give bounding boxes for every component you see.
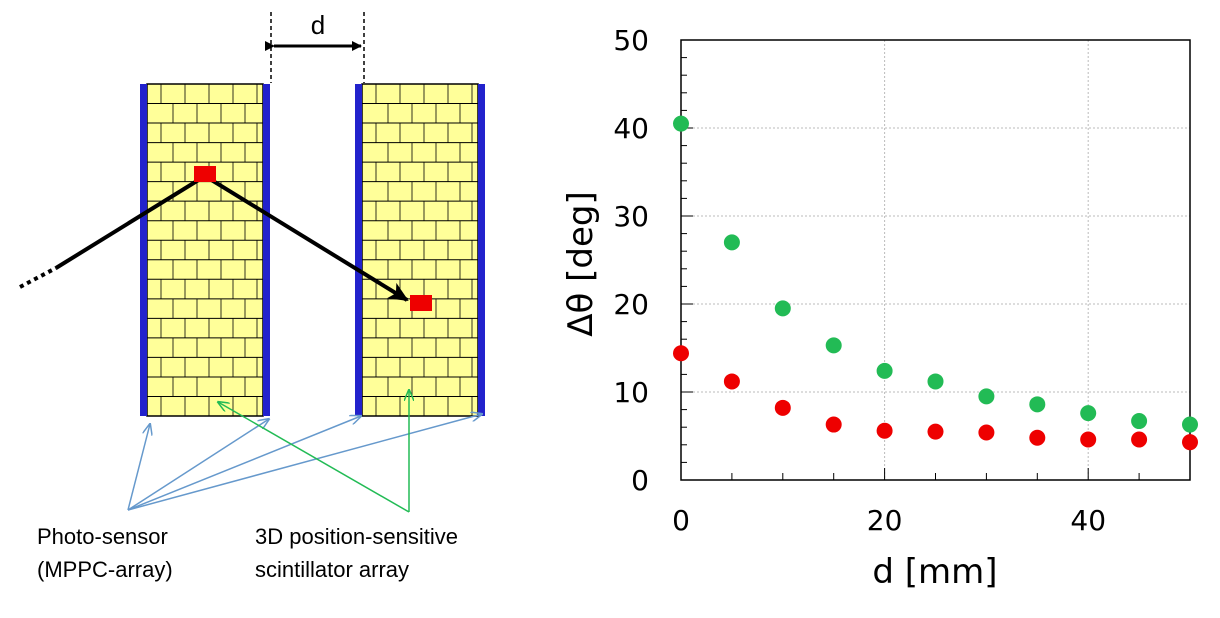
data-point-series-2 [876, 422, 893, 439]
chart: 0 20 40 0 10 20 30 40 50 d [mm] Δθ [deg] [561, 24, 1198, 592]
data-point-series-2 [774, 399, 791, 416]
data-point-series-2 [927, 423, 944, 440]
minor-ticks [680, 39, 1191, 481]
photo-sensor-pointers [127, 414, 482, 511]
scintillator-right [355, 83, 485, 417]
photo-sensor-label-line1: Photo-sensor [37, 524, 168, 549]
data-point-series-1 [1131, 413, 1148, 430]
data-point-series-1 [825, 337, 842, 354]
y-tick-label: 50 [613, 24, 649, 57]
x-tick-label: 0 [672, 504, 690, 537]
data-point-series-2 [1182, 434, 1198, 451]
plot-frame [680, 39, 1191, 481]
y-tick-label: 10 [613, 376, 649, 409]
y-tick-label: 20 [613, 288, 649, 321]
data-point-series-2 [723, 373, 740, 390]
data-point-series-1 [1182, 416, 1198, 433]
y-tick-label: 0 [631, 464, 649, 497]
data-point-series-2 [1131, 431, 1148, 448]
data-point-series-1 [673, 115, 689, 132]
scintillator-label-line1: 3D position-sensitive [255, 524, 458, 549]
data-point-series-2 [1080, 431, 1097, 448]
x-tick-label: 20 [867, 504, 903, 537]
data-point-series-1 [978, 388, 995, 405]
y-tick-labels: 0 10 20 30 40 50 [613, 24, 649, 497]
data-point-series-1 [774, 300, 791, 317]
hit-left [194, 166, 216, 182]
photo-sensor-label-line2: (MPPC-array) [37, 557, 173, 582]
scintillator-left [140, 83, 270, 417]
y-axis-label: Δθ [deg] [561, 191, 601, 336]
data-point-series-2 [673, 345, 689, 362]
x-tick-label: 40 [1070, 504, 1106, 537]
data-point-series-1 [927, 373, 944, 390]
data-points [673, 115, 1198, 451]
scattered-track [203, 174, 409, 302]
grid [681, 40, 1190, 480]
data-point-series-1 [1080, 405, 1097, 422]
scintillator-pointers [218, 390, 409, 513]
detector-diagram: d Photo-sensor (MPPC-array) 3D position-… [19, 10, 485, 582]
incoming-track-dotted [19, 266, 57, 289]
data-point-series-2 [1029, 429, 1046, 446]
y-tick-label: 40 [613, 112, 649, 145]
y-tick-label: 30 [613, 200, 649, 233]
hit-right [410, 295, 432, 311]
x-axis-label: d [mm] [872, 552, 997, 592]
data-point-series-1 [723, 234, 740, 251]
data-point-series-1 [1029, 396, 1046, 413]
data-point-series-2 [825, 416, 842, 433]
x-tick-labels: 0 20 40 [672, 504, 1106, 537]
incoming-track [54, 174, 207, 270]
data-point-series-2 [978, 424, 995, 441]
scintillator-label-line2: scintillator array [255, 557, 409, 582]
gap-label: d [311, 10, 325, 40]
data-point-series-1 [876, 362, 893, 379]
